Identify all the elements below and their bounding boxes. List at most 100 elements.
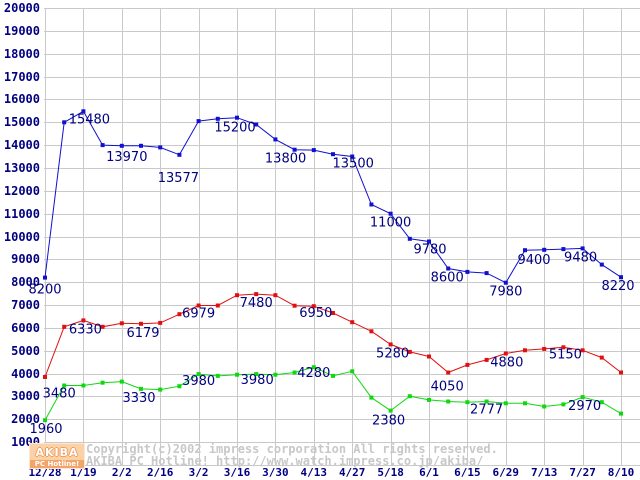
- point-value-label: 15200: [214, 121, 255, 136]
- y-tick-label: 3000: [11, 389, 40, 403]
- point-value-label: 7480: [240, 296, 273, 311]
- data-point-marker: [619, 275, 623, 280]
- y-tick-label: 12000: [4, 184, 40, 198]
- data-point-marker: [254, 372, 259, 377]
- data-point-marker: [62, 324, 67, 329]
- point-value-label: 11000: [370, 216, 411, 231]
- akiba-pc-hotline-logo: AKIBA PC Hotline!: [30, 444, 84, 468]
- data-point-marker: [62, 120, 67, 125]
- data-point-marker: [81, 383, 86, 388]
- data-point-marker: [235, 372, 239, 377]
- data-point-marker: [427, 239, 431, 244]
- data-point-marker: [427, 397, 431, 402]
- y-tick-label: 17000: [4, 70, 40, 84]
- data-point-marker: [215, 303, 220, 308]
- grid: [44, 8, 640, 466]
- point-value-label: 7980: [489, 285, 522, 300]
- point-value-label: 9480: [564, 250, 597, 265]
- data-point-marker: [254, 292, 259, 297]
- data-point-marker: [599, 262, 604, 267]
- y-tick-label: 8000: [11, 275, 40, 289]
- data-point-marker: [561, 247, 566, 252]
- y-tick-label: 20000: [4, 1, 40, 15]
- y-tick-label: 18000: [4, 47, 40, 61]
- data-point-marker: [561, 345, 566, 350]
- data-point-marker: [523, 348, 527, 353]
- data-point-marker: [619, 411, 623, 416]
- data-point-marker: [484, 399, 489, 404]
- point-value-label: 6979: [182, 307, 215, 322]
- data-point-marker: [100, 143, 105, 148]
- data-point-marker: [580, 348, 585, 353]
- point-value-label: 15480: [69, 112, 110, 127]
- y-tick-label: 13000: [4, 161, 40, 175]
- point-value-label: 8600: [431, 271, 464, 286]
- data-point-marker: [599, 355, 604, 360]
- data-point-marker: [407, 236, 412, 241]
- y-tick-label: 7000: [11, 298, 40, 312]
- y-tick-label: 9000: [11, 252, 40, 266]
- data-point-marker: [331, 311, 335, 315]
- data-point-marker: [388, 211, 393, 216]
- data-point-marker: [292, 303, 297, 308]
- y-tick-label: 6000: [11, 321, 40, 335]
- data-point-marker: [158, 145, 163, 150]
- copyright-line-2: AKIBA PC Hotline! http://www.watch.impre…: [86, 454, 483, 468]
- data-point-marker: [465, 269, 470, 274]
- data-point-marker: [580, 395, 585, 400]
- data-point-marker: [388, 408, 393, 413]
- x-tick-label: 4/13: [301, 466, 328, 479]
- y-tick-label: 4000: [11, 367, 40, 381]
- data-point-marker: [446, 370, 451, 375]
- series-red-price-line-value-labels: 6330 6179 6979 7480 6950 5280 4050 4880 5150: [69, 296, 582, 394]
- data-point-marker: [599, 400, 604, 405]
- data-point-marker: [273, 137, 278, 142]
- point-value-label: 6179: [126, 326, 159, 341]
- copyright-watermark: Copyright(c)2002 impress corporation All…: [86, 442, 498, 468]
- data-point-marker: [369, 202, 374, 207]
- copyright-line-1: Copyright(c)2002 impress corporation All…: [86, 442, 498, 456]
- data-point-marker: [43, 418, 47, 423]
- point-value-label: 3330: [122, 391, 155, 406]
- point-value-label: 13800: [265, 152, 306, 167]
- data-point-marker: [215, 116, 220, 121]
- data-point-marker: [119, 379, 124, 384]
- data-point-marker: [62, 383, 67, 388]
- data-point-marker: [369, 329, 374, 334]
- data-point-marker: [139, 321, 143, 326]
- data-point-marker: [273, 293, 278, 298]
- point-value-label: 3480: [43, 387, 76, 402]
- x-tick-label: 7/13: [531, 466, 558, 479]
- point-value-label: 3980: [182, 374, 215, 389]
- point-value-label: 4050: [431, 380, 464, 395]
- point-value-label: 4880: [490, 356, 523, 371]
- data-point-marker: [542, 404, 547, 409]
- data-point-marker: [331, 373, 335, 378]
- point-value-label: 13577: [158, 171, 199, 186]
- data-point-marker: [350, 320, 355, 325]
- data-point-marker: [139, 386, 143, 391]
- data-point-marker: [427, 354, 431, 359]
- y-tick-label: 14000: [4, 138, 40, 152]
- x-tick-label: 4/27: [339, 466, 366, 479]
- data-point-marker: [503, 401, 508, 406]
- data-point-marker: [311, 365, 316, 370]
- data-point-marker: [43, 275, 47, 280]
- data-point-marker: [292, 147, 297, 152]
- x-tick-label: 6/1: [419, 466, 439, 479]
- y-tick-label: 16000: [4, 92, 40, 106]
- data-point-marker: [484, 357, 489, 362]
- data-point-marker: [484, 271, 489, 276]
- data-point-marker: [407, 394, 412, 399]
- data-point-marker: [350, 154, 355, 159]
- data-point-marker: [292, 370, 297, 375]
- data-point-marker: [311, 148, 316, 153]
- data-point-marker: [465, 400, 470, 405]
- data-point-marker: [119, 143, 124, 148]
- x-axis-labels: 12/28 1/19 2/2 2/16 3/2 3/16 3/30 4/13 4/27 5/18 6…: [28, 466, 634, 479]
- data-point-marker: [158, 387, 163, 392]
- point-value-label: 2777: [470, 403, 503, 418]
- point-value-label: 5280: [376, 346, 409, 361]
